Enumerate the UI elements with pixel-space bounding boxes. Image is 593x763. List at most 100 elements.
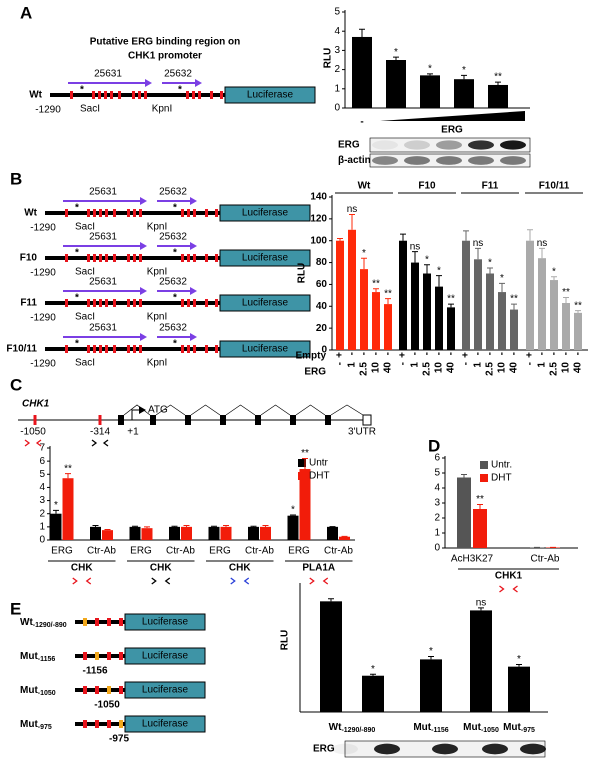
reporter-box	[124, 613, 206, 631]
legend-swatch	[480, 461, 488, 469]
reporter-label: Luciferase	[242, 344, 289, 355]
site-label: KpnI	[147, 222, 168, 233]
x-tick-label: -	[473, 352, 484, 355]
error-bar	[359, 28, 365, 37]
x-tick-label: 1	[537, 362, 548, 368]
y-axis-label: RLU	[280, 630, 291, 651]
error-bar	[427, 73, 433, 76]
label-main: Mut	[463, 722, 481, 733]
x-tick-label: -	[509, 352, 520, 355]
y-tick-label: 0	[39, 535, 45, 546]
error-bar	[475, 247, 481, 260]
binding-site	[205, 299, 208, 307]
y-tick-label: 20	[316, 323, 328, 334]
promoter-line	[75, 688, 125, 692]
bar	[352, 36, 372, 108]
blot-band	[404, 140, 430, 150]
reporter-label: Luciferase	[242, 208, 289, 219]
intron	[260, 404, 291, 416]
error-bar	[539, 247, 545, 259]
error-bar	[53, 509, 59, 514]
site-label: KpnI	[147, 312, 168, 323]
label-subscript: -1156	[38, 656, 56, 663]
position-label: -1290	[30, 268, 56, 279]
group-label: CHK1	[495, 571, 523, 582]
binding-site	[118, 91, 121, 99]
reporter-label: Luciferase	[142, 685, 189, 696]
binding-site	[181, 299, 184, 307]
significance-label: *	[462, 65, 466, 76]
exon	[220, 415, 226, 425]
x-tick-label: -	[410, 352, 421, 355]
primer-arrow	[512, 585, 518, 593]
label-main: Mut	[413, 722, 431, 733]
binding-site	[181, 345, 184, 353]
error-bar	[250, 525, 257, 527]
bar	[486, 273, 494, 350]
x-tick-label: -	[371, 352, 382, 355]
x-tick-label: -	[561, 352, 572, 355]
promoter-line	[45, 211, 220, 215]
primer-arrow	[230, 577, 236, 585]
significance-label: *	[429, 646, 433, 657]
x-tick-label: 40	[573, 362, 584, 374]
significance-label: **	[447, 294, 455, 305]
binding-site	[107, 720, 111, 728]
y-tick-label: 120	[310, 213, 327, 224]
error-bar	[171, 525, 178, 527]
x-tick-label: 2.5	[359, 362, 370, 376]
error-bar	[551, 276, 557, 281]
error-bar	[516, 663, 522, 667]
construct-name: Mut-975	[20, 719, 52, 731]
x-tick-label: Wt-1290/-890	[329, 722, 376, 734]
binding-site	[187, 299, 190, 307]
y-tick-label: 6	[39, 456, 45, 467]
bar	[248, 526, 259, 540]
binding-site	[104, 91, 107, 99]
bar	[574, 312, 582, 350]
bar	[339, 536, 350, 540]
site-label: -1050	[94, 700, 120, 711]
binding-site	[107, 618, 111, 626]
binding-site	[92, 91, 95, 99]
blot-band	[482, 743, 508, 755]
primer-arrow	[85, 577, 92, 585]
mutation-star: *	[75, 293, 79, 304]
significance-label: **	[301, 448, 309, 459]
reporter-box	[219, 204, 311, 222]
bar	[260, 526, 271, 540]
error-bar	[144, 526, 150, 529]
bar	[526, 240, 534, 350]
significance-label: **	[384, 288, 392, 299]
x-tick-label: 10	[497, 362, 508, 374]
significance-label: ns	[347, 204, 358, 215]
arrow-head	[190, 287, 197, 295]
utr-box	[362, 414, 372, 426]
error-bar	[183, 525, 190, 527]
arrow-head	[195, 79, 202, 87]
legend-swatch	[480, 474, 488, 482]
bar	[420, 659, 442, 712]
binding-site	[139, 299, 142, 307]
promoter-line	[45, 347, 220, 351]
x-tick-label: -	[549, 352, 560, 355]
significance-label: **	[476, 494, 484, 505]
position-label: +1	[127, 427, 139, 438]
binding-site	[93, 345, 96, 353]
blot-label: ERG	[338, 140, 360, 151]
position-label: -1290	[30, 313, 56, 324]
binding-site	[93, 299, 96, 307]
binding-site	[65, 209, 68, 217]
position-label: -314	[90, 427, 110, 438]
significance-label: **	[574, 300, 582, 311]
x-tick-label: -	[573, 352, 584, 355]
error-bar	[527, 229, 533, 241]
blot-band	[432, 743, 458, 755]
y-tick-label: 1	[334, 83, 340, 94]
bar	[510, 309, 518, 350]
error-bar	[337, 238, 343, 241]
binding-site	[99, 345, 102, 353]
label-subscript: -1050	[38, 690, 56, 697]
blot-band	[374, 743, 400, 755]
significance-label: ns	[410, 241, 421, 252]
